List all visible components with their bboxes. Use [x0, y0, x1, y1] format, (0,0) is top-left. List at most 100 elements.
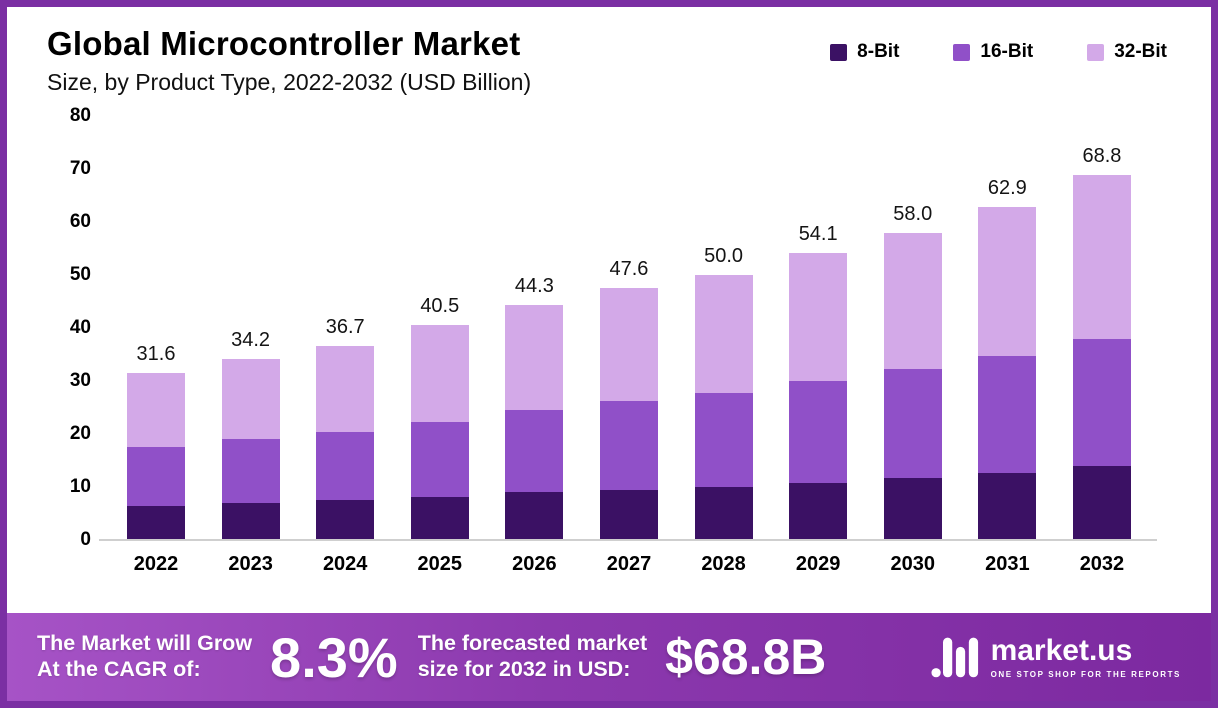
y-tick-label: 40 [69, 317, 91, 338]
cagr-label-line2: At the CAGR of: [37, 657, 201, 681]
bar-segment-8-bit [978, 473, 1037, 540]
bar-segment-16-bit [599, 400, 658, 490]
bar-segment-32-bit [1072, 175, 1131, 339]
x-tick-label: 2028 [701, 553, 746, 575]
bar-segment-32-bit [221, 358, 280, 440]
legend-item-8-bit: 8-Bit [830, 41, 899, 63]
bar-segment-16-bit [978, 356, 1037, 474]
legend-label: 32-Bit [1114, 41, 1167, 62]
bar-column: 62.9 [978, 176, 1037, 540]
bar-total-label: 47.6 [609, 257, 649, 280]
forecast-label-line2: size for 2032 in USD: [417, 657, 631, 681]
y-axis: 80 70 60 50 40 30 20 10 0 [47, 105, 91, 550]
bar-total-label: 50.0 [704, 245, 744, 268]
x-tick-label: 2032 [1079, 553, 1125, 575]
bar-column: 47.6 [599, 257, 658, 540]
bar-segment-32-bit [694, 275, 753, 393]
forecast-label-line1: The forecasted market [417, 631, 648, 656]
bar-segment-16-bit [316, 432, 375, 501]
title-block: Global Microcontroller Market Size, by P… [47, 25, 531, 96]
bar-total-label: 68.8 [1082, 145, 1122, 168]
legend-label: 8-Bit [857, 41, 900, 62]
x-tick-label: 2024 [322, 553, 368, 575]
bar-segment-8-bit [883, 478, 942, 540]
forecast-value: $68.8B [665, 629, 827, 685]
x-tick-label: 2031 [985, 553, 1030, 575]
y-tick-label: 10 [69, 476, 91, 497]
bar-total-label: 31.6 [136, 342, 176, 365]
legend: 8-Bit 16-Bit 32-Bit [830, 41, 1167, 63]
bar-column: 50.0 [694, 245, 753, 540]
bar-segment-16-bit [694, 392, 753, 487]
bar-segment-32-bit [410, 325, 469, 422]
y-tick-label: 70 [69, 158, 91, 179]
bar-total-label: 34.2 [231, 328, 271, 351]
bar-total-label: 58.0 [893, 202, 933, 225]
bar-column: 40.5 [410, 295, 469, 540]
y-tick-label: 0 [80, 529, 91, 550]
brand-logo: market.us ONE STOP SHOP FOR THE REPORTS [931, 635, 1181, 679]
brand-text: market.us ONE STOP SHOP FOR THE REPORTS [990, 633, 1181, 679]
cagr-label: The Market will Grow At the CAGR of: [37, 631, 252, 683]
bar-total-label: 44.3 [514, 275, 554, 298]
footer-banner: The Market will Grow At the CAGR of: 8.3… [7, 613, 1211, 701]
bar-segment-32-bit [599, 287, 658, 401]
cagr-label-line1: The Market will Grow [37, 631, 253, 656]
bar-segment-16-bit [789, 381, 848, 483]
brand-tagline: ONE STOP SHOP FOR THE REPORTS [990, 669, 1181, 679]
x-tick-label: 2026 [512, 553, 557, 575]
bar-segment-16-bit [127, 447, 185, 506]
x-tick-label: 2025 [417, 553, 463, 575]
bar-segment-32-bit [505, 305, 564, 411]
bar-segment-16-bit [505, 410, 564, 493]
x-tick-label: 2030 [890, 553, 936, 575]
bar-column: 54.1 [789, 223, 848, 540]
bar-segment-8-bit [505, 492, 564, 540]
y-tick-label: 20 [69, 423, 91, 444]
y-tick-label: 30 [69, 370, 91, 391]
bar-total-label: 54.1 [798, 223, 838, 246]
forecast-label: The forecasted market size for 2032 in U… [418, 631, 647, 683]
bar-segment-8-bit [410, 496, 469, 540]
bar-segment-32-bit [127, 372, 185, 448]
bar-column: 68.8 [1072, 145, 1131, 540]
bar-segment-8-bit [789, 482, 848, 540]
bar-column: 58.0 [883, 202, 942, 540]
page-title: Global Microcontroller Market [47, 25, 521, 62]
bar-segment-8-bit [316, 500, 375, 540]
y-tick-label: 60 [69, 211, 91, 232]
page-subtitle: Size, by Product Type, 2022-2032 (USD Bi… [47, 69, 532, 95]
x-tick-label: 2029 [795, 553, 841, 575]
bar-segment-32-bit [316, 345, 375, 433]
chart-area: Global Microcontroller Market Size, by P… [7, 7, 1211, 613]
bar-column: 31.6 [127, 343, 185, 540]
bar-column: 36.7 [316, 315, 375, 540]
bar-total-label: 62.9 [987, 176, 1027, 199]
bar-total-label: 36.7 [325, 315, 365, 338]
bar-segment-32-bit [978, 206, 1037, 357]
legend-swatch [953, 43, 971, 61]
bars-row: 31.6 34.2 36.7 40.5 44.3 47.6 50.0 54.1 58.0 62.9… [105, 116, 1153, 540]
cagr-value: 8.3% [270, 625, 398, 689]
legend-item-16-bit: 16-Bit [953, 41, 1033, 63]
header: Global Microcontroller Market Size, by P… [47, 25, 1177, 96]
bar-segment-8-bit [221, 502, 280, 540]
legend-swatch [1087, 43, 1105, 61]
bar-segment-16-bit [410, 421, 469, 497]
bar-segment-8-bit [599, 489, 658, 540]
stacked-bar-chart: 80 70 60 50 40 30 20 10 0 31.6 34.2 36.7 40.5 44.3 47… [47, 105, 1177, 576]
y-tick-label: 50 [69, 264, 91, 285]
x-tick-label: 2027 [606, 553, 652, 575]
bar-segment-16-bit [883, 369, 942, 478]
x-axis: 2022 2023 2024 2025 2026 2027 2028 2029 2030 2031… [105, 540, 1153, 576]
bar-column: 34.2 [221, 328, 280, 540]
brand-name: market.us [990, 633, 1133, 667]
legend-item-32-bit: 32-Bit [1087, 41, 1167, 63]
bar-segment-8-bit [694, 487, 753, 540]
legend-label: 16-Bit [980, 41, 1034, 62]
bar-segment-32-bit [883, 232, 942, 370]
x-tick-label: 2023 [228, 553, 273, 575]
bar-segment-16-bit [221, 439, 280, 503]
bar-column: 44.3 [505, 275, 564, 540]
